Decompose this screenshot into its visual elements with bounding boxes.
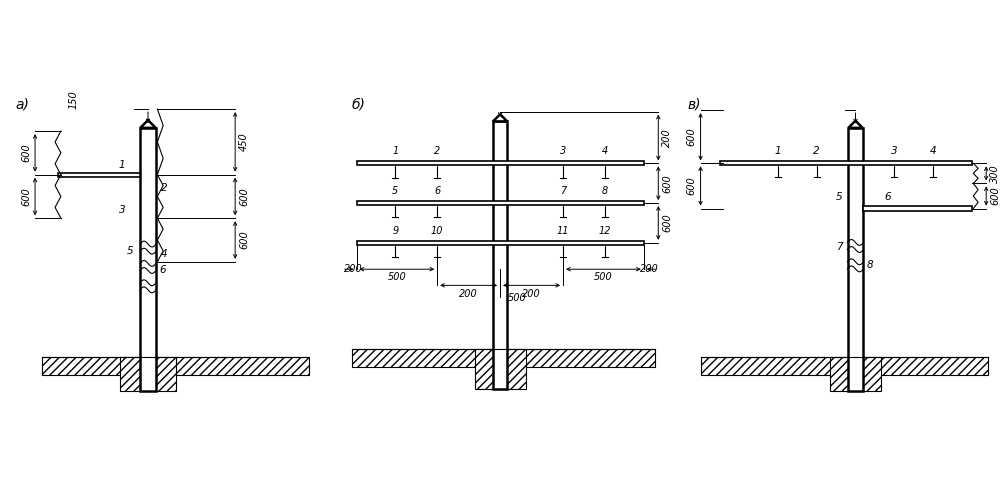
Text: 1: 1 — [119, 160, 126, 170]
Text: в): в) — [687, 97, 701, 111]
Text: 5: 5 — [127, 245, 134, 256]
Text: б): б) — [352, 97, 366, 111]
Text: 6: 6 — [160, 265, 166, 275]
Polygon shape — [862, 206, 972, 210]
Text: 150: 150 — [68, 90, 78, 109]
Text: 11: 11 — [557, 226, 569, 236]
Text: 5: 5 — [836, 191, 842, 201]
Polygon shape — [357, 161, 644, 165]
Polygon shape — [357, 240, 644, 245]
Text: 500: 500 — [594, 273, 613, 283]
Polygon shape — [352, 349, 655, 367]
Text: 600: 600 — [662, 213, 672, 232]
Text: 6: 6 — [884, 191, 891, 201]
Text: 600: 600 — [662, 174, 672, 192]
Text: 4: 4 — [602, 146, 608, 156]
Text: 2: 2 — [161, 182, 168, 192]
Text: 4: 4 — [161, 248, 168, 259]
Polygon shape — [720, 161, 972, 165]
Text: 300: 300 — [990, 164, 1000, 183]
Text: 2: 2 — [813, 146, 820, 156]
Text: 200: 200 — [639, 264, 658, 274]
Text: 600: 600 — [21, 143, 31, 162]
Text: 500: 500 — [388, 273, 406, 283]
Polygon shape — [848, 128, 862, 391]
Text: 200: 200 — [523, 289, 541, 299]
Text: 8: 8 — [866, 260, 873, 270]
Polygon shape — [700, 357, 988, 375]
Text: 7: 7 — [560, 186, 566, 196]
Text: 2: 2 — [434, 146, 440, 156]
Text: 500: 500 — [509, 293, 527, 303]
Text: 600: 600 — [686, 127, 696, 146]
Text: а): а) — [16, 97, 29, 111]
Polygon shape — [41, 357, 310, 375]
Polygon shape — [474, 349, 526, 389]
Polygon shape — [57, 172, 141, 177]
Polygon shape — [357, 201, 644, 205]
Text: 7: 7 — [836, 242, 842, 253]
Text: 8: 8 — [602, 186, 608, 196]
Text: 10: 10 — [431, 226, 443, 236]
Text: 3: 3 — [119, 205, 126, 215]
Text: 450: 450 — [239, 133, 249, 151]
Text: 3: 3 — [560, 146, 566, 156]
Text: 12: 12 — [599, 226, 611, 236]
Polygon shape — [848, 121, 862, 128]
Text: 600: 600 — [21, 187, 31, 206]
Polygon shape — [493, 114, 508, 121]
Text: 5: 5 — [392, 186, 398, 196]
Text: 4: 4 — [930, 146, 937, 156]
Polygon shape — [493, 121, 508, 389]
Polygon shape — [141, 128, 156, 391]
Text: 1: 1 — [392, 146, 398, 156]
Polygon shape — [141, 120, 156, 128]
Text: 200: 200 — [662, 128, 672, 147]
Text: 200: 200 — [459, 289, 478, 299]
Polygon shape — [121, 357, 176, 391]
Text: 3: 3 — [890, 146, 897, 156]
Text: 600: 600 — [239, 187, 249, 206]
Polygon shape — [830, 357, 881, 391]
Text: 200: 200 — [344, 264, 363, 274]
Text: 9: 9 — [392, 226, 398, 236]
Text: 600: 600 — [990, 186, 1000, 205]
Text: 600: 600 — [239, 230, 249, 249]
Text: 1: 1 — [775, 146, 781, 156]
Text: 6: 6 — [434, 186, 440, 196]
Text: 600: 600 — [686, 176, 696, 195]
